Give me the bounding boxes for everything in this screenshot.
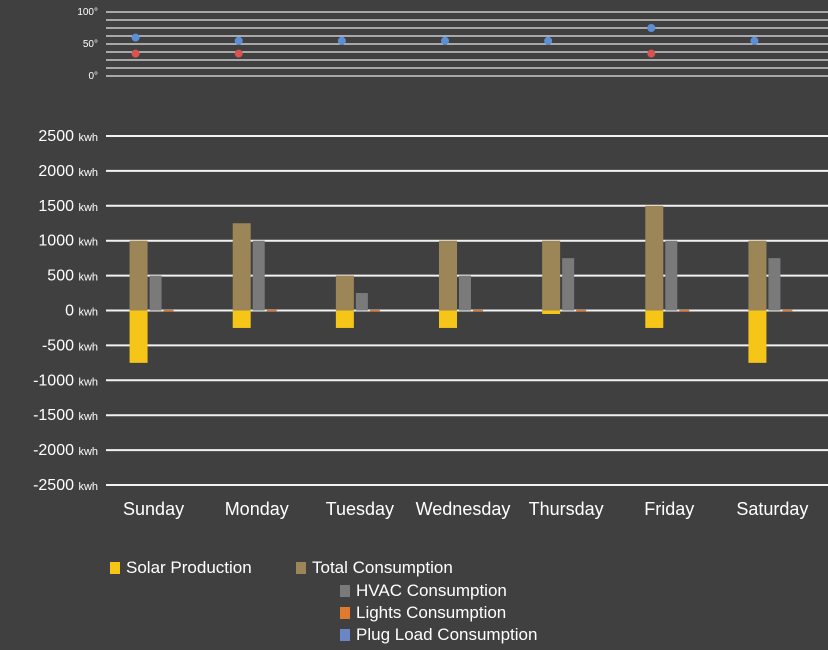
bar (232, 310, 251, 328)
bar (645, 205, 664, 311)
energy-tick-labels: 2500 kwh 2000 kwh 1500 kwh 1000 kwh 500 kwh 0… (33, 128, 98, 494)
day-labels: Sunday Monday Tuesday Wednesday Thursday Frid… (123, 499, 808, 519)
temperature-point (131, 49, 140, 58)
energy-tick-label: -1000 kwh (33, 372, 98, 389)
bar (542, 240, 561, 311)
legend-swatch-plug (340, 629, 350, 641)
day-label: Sunday (123, 499, 184, 519)
legend-label-total: Total Consumption (312, 558, 453, 577)
bar (163, 309, 174, 312)
temperature-point (750, 36, 759, 45)
energy-tick-label: -1500 kwh (33, 407, 98, 424)
energy-tick-label: 1000 kwh (38, 233, 98, 250)
bar (748, 240, 767, 311)
temperature-points (131, 24, 759, 58)
bar (439, 310, 457, 328)
legend-label-solar: Solar Production (126, 558, 252, 577)
temperature-point (234, 36, 243, 45)
bar (562, 258, 575, 311)
temperature-grid (106, 11, 828, 77)
bar (645, 310, 664, 328)
energy-tick-label: 2000 kwh (38, 163, 98, 180)
energy-tick-label: 0 kwh (65, 303, 98, 320)
legend-swatch-total (296, 562, 306, 574)
temperature-tick-label: 0° (88, 71, 98, 82)
bar (665, 240, 678, 311)
temperature-point (234, 49, 243, 58)
bar (459, 275, 471, 311)
bar (748, 310, 767, 363)
energy-bars (129, 205, 793, 363)
legend-label-hvac: HVAC Consumption (356, 581, 507, 600)
temperature-point (441, 36, 449, 45)
bar (232, 223, 251, 311)
bar (679, 309, 690, 312)
temperature-point (647, 49, 656, 58)
bar (576, 309, 587, 312)
bar (129, 240, 148, 311)
day-label: Wednesday (416, 499, 511, 519)
legend-item-lights: Lights Consumption (340, 603, 506, 623)
bar (335, 275, 354, 311)
legend-swatch-lights (340, 607, 350, 619)
temperature-point (544, 36, 553, 45)
bar (355, 293, 368, 311)
temperature-point (647, 24, 656, 32)
temperature-point (337, 36, 346, 45)
day-label: Thursday (529, 499, 604, 519)
energy-tick-label: 500 kwh (47, 268, 98, 285)
bar (542, 310, 561, 314)
legend-label-lights: Lights Consumption (356, 603, 507, 622)
energy-tick-label: -2000 kwh (33, 442, 98, 459)
legend-item-solar: Solar Production (110, 558, 252, 578)
bar (473, 309, 483, 312)
legend-item-hvac: HVAC Consumption (340, 581, 507, 601)
temperature-tick-labels: 100° 50° 0° (77, 7, 98, 82)
energy-tick-label: 2500 kwh (38, 128, 98, 145)
bar (266, 309, 277, 312)
energy-tick-label: -2500 kwh (33, 477, 98, 494)
legend-label-plug: Plug Load Consumption (356, 625, 538, 644)
bar (335, 310, 354, 328)
temperature-point (131, 33, 140, 42)
legend-item-plug: Plug Load Consumption (340, 625, 537, 645)
bar (252, 240, 265, 311)
day-label: Monday (225, 499, 289, 519)
day-label: Friday (644, 499, 694, 519)
legend-swatch-solar (110, 562, 120, 574)
energy-tick-label: 1500 kwh (38, 198, 98, 215)
bar (129, 310, 148, 363)
legend-item-total: Total Consumption (296, 558, 453, 578)
bar (369, 309, 380, 312)
bar (782, 309, 793, 312)
energy-tick-label: -500 kwh (42, 337, 98, 354)
day-label: Saturday (736, 499, 808, 519)
temperature-tick-label: 100° (77, 7, 98, 18)
bar (768, 258, 781, 311)
temperature-tick-label: 50° (83, 39, 98, 50)
bar (149, 275, 162, 311)
day-label: Tuesday (326, 499, 394, 519)
bar (439, 240, 457, 311)
legend-swatch-hvac (340, 585, 350, 597)
